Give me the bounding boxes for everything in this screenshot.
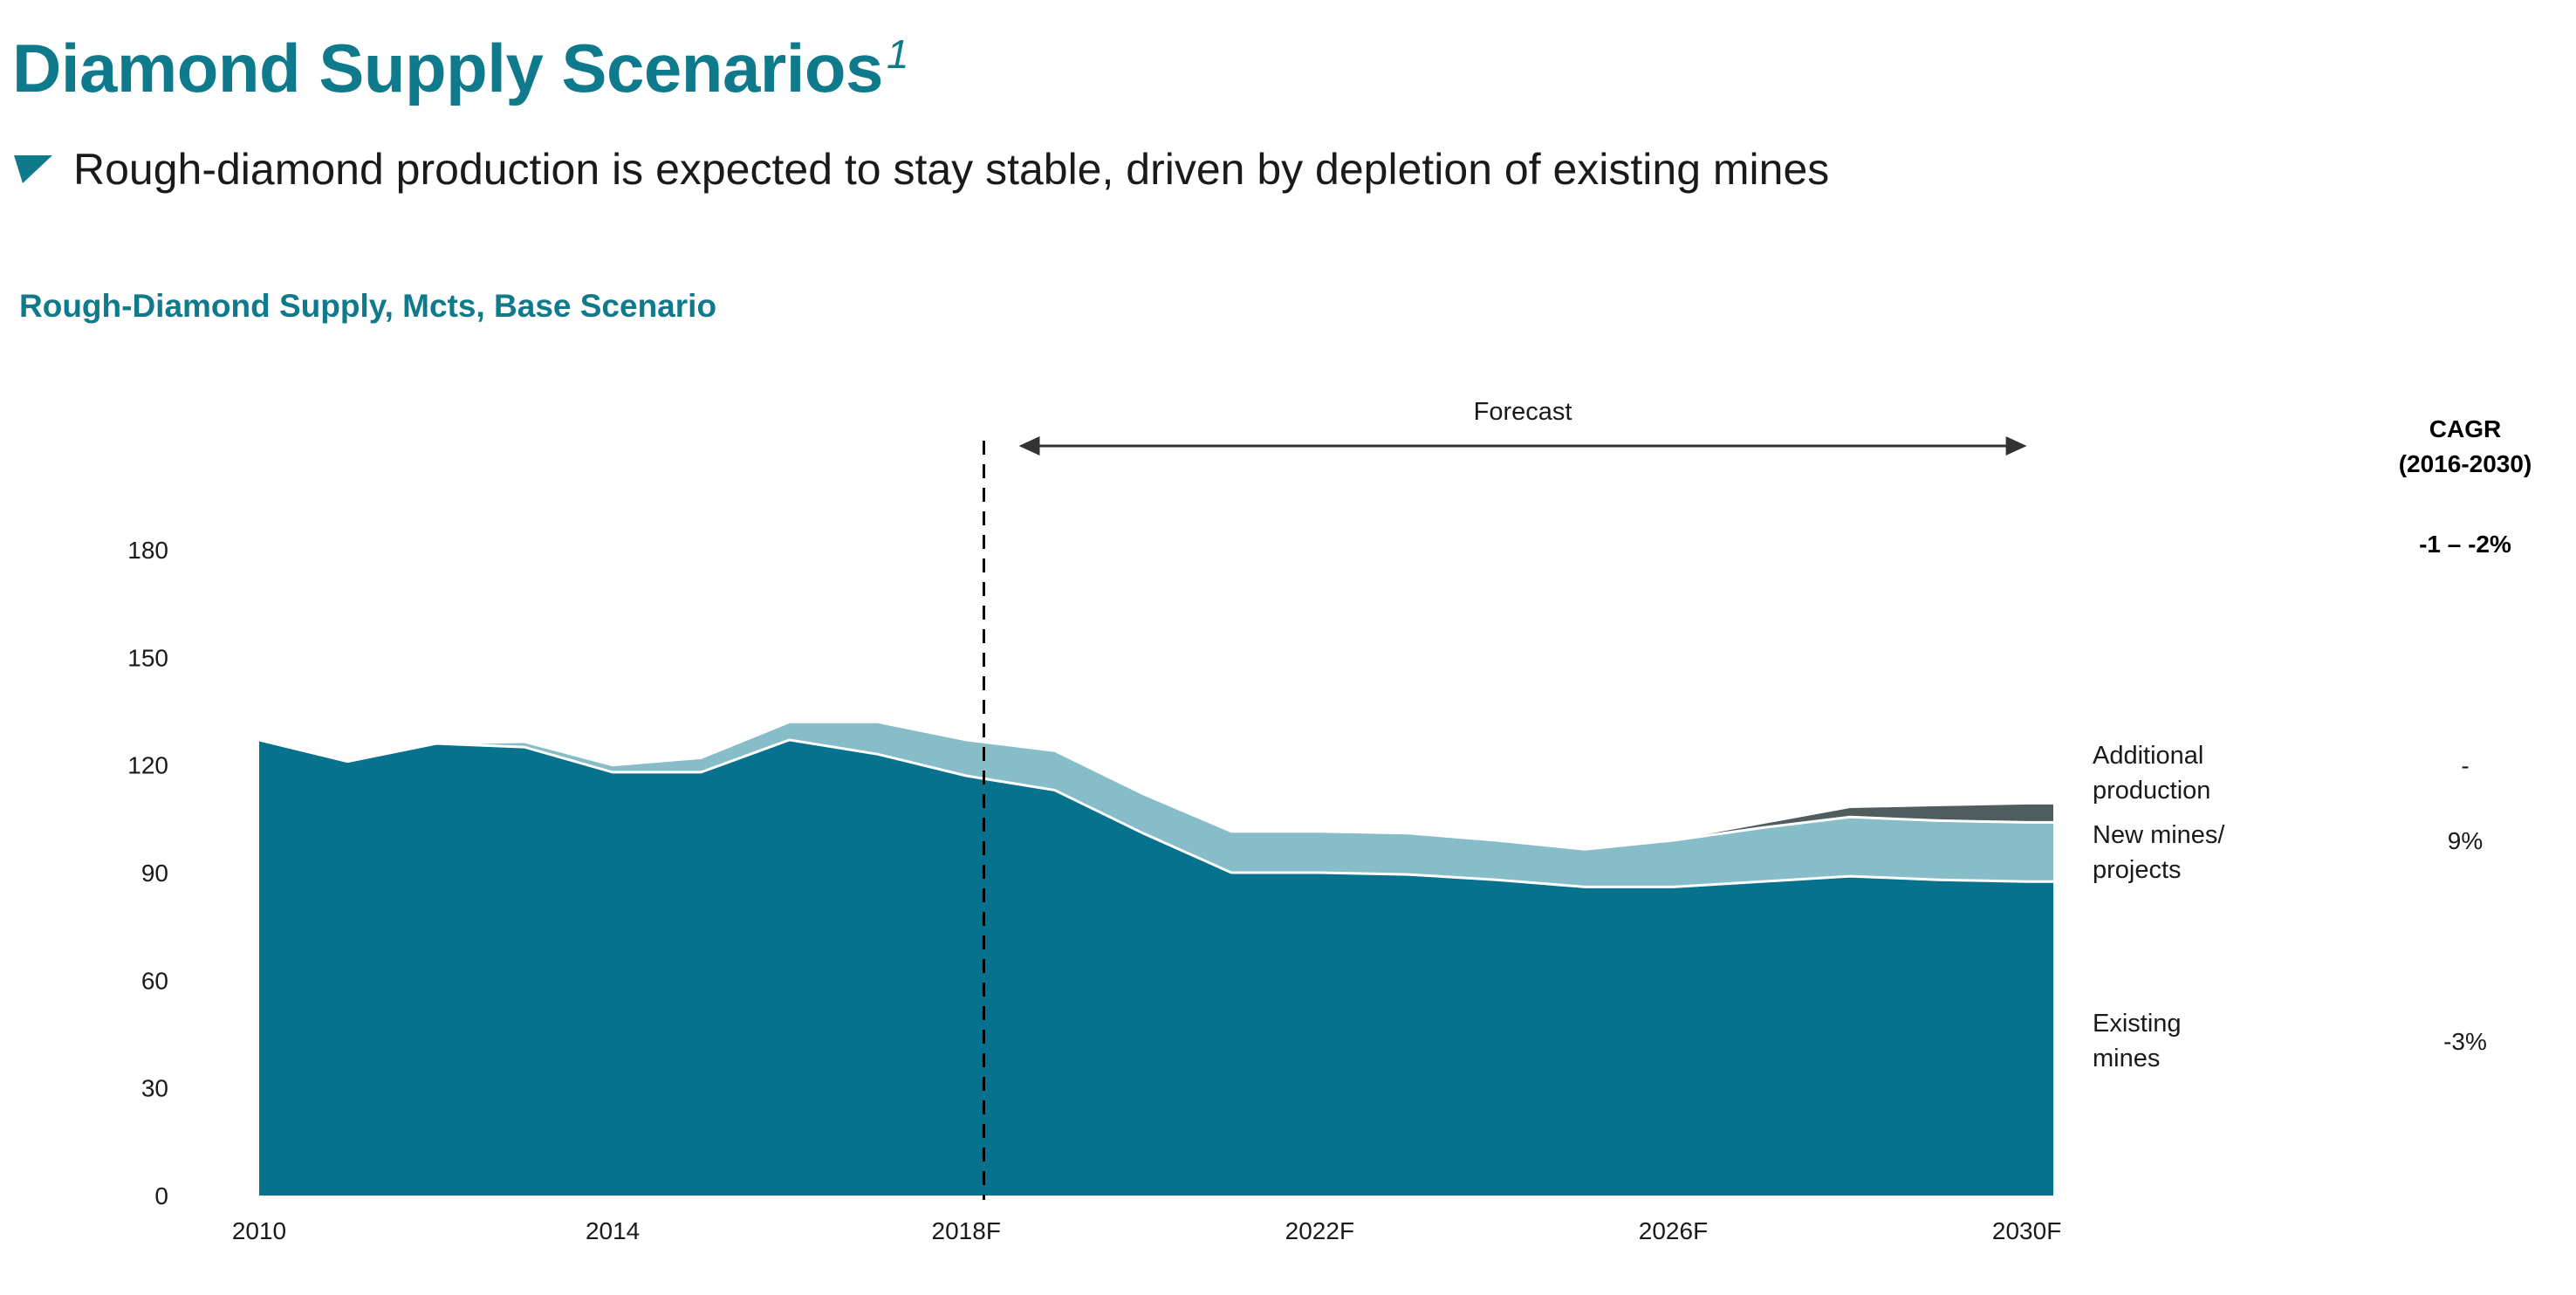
page-title: Diamond Supply Scenarios1 (12, 31, 908, 106)
forecast-label: Forecast (1474, 398, 1572, 426)
forecast-arrow-right-head (2005, 436, 2027, 456)
legend-label-new-mines-line-1: New mines/ (2093, 821, 2225, 849)
legend-label-existing-mines-line-2: mines (2093, 1045, 2160, 1072)
y-tick-label-150: 150 (127, 644, 168, 671)
x-tick-label-2014: 2014 (586, 1217, 640, 1244)
chart-title: Rough-Diamond Supply, Mcts, Base Scenari… (19, 288, 717, 324)
area-existing-mines (259, 739, 2053, 1196)
subtitle-row: Rough-diamond production is expected to … (12, 143, 1829, 195)
forecast-arrow-left-head (1018, 436, 1040, 456)
page-title-text: Diamond Supply Scenarios (12, 30, 883, 106)
cagr-value-new-mines: 9% (2448, 827, 2483, 854)
cagr-value-additional-production: - (2461, 752, 2469, 779)
cagr-total-value: -1 – -2% (2419, 531, 2511, 558)
x-tick-label-2030f: 2030F (1992, 1217, 2061, 1244)
y-tick-label-0: 0 (154, 1182, 168, 1209)
cagr-value-existing-mines: -3% (2443, 1028, 2487, 1055)
x-tick-label-2018f: 2018F (932, 1217, 1001, 1244)
legend-label-additional-production-line-1: Additional (2093, 742, 2203, 770)
y-tick-label-30: 30 (141, 1075, 168, 1102)
x-tick-label-2026f: 2026F (1639, 1217, 1708, 1244)
legend-label-additional-production-line-2: production (2093, 777, 2210, 805)
y-tick-label-60: 60 (141, 967, 168, 994)
y-tick-label-180: 180 (127, 537, 168, 564)
x-tick-label-2010: 2010 (232, 1217, 286, 1244)
cagr-header-title: CAGR (2429, 415, 2501, 442)
triangle-bullet-icon (14, 155, 52, 183)
legend-label-new-mines-line-2: projects (2093, 856, 2182, 884)
title-footnote-marker: 1 (886, 31, 909, 77)
subtitle-text: Rough-diamond production is expected to … (73, 145, 1830, 194)
y-tick-label-120: 120 (127, 752, 168, 779)
legend-label-existing-mines-line-1: Existing (2093, 1010, 2182, 1038)
area-new-mines (259, 722, 2053, 887)
y-tick-label-90: 90 (141, 860, 168, 887)
boundary-line-new-mines (258, 720, 2053, 851)
x-tick-label-2022f: 2022F (1285, 1217, 1354, 1244)
boundary-line-existing-mines (258, 738, 2053, 888)
cagr-header-period: (2016-2030) (2399, 450, 2532, 477)
